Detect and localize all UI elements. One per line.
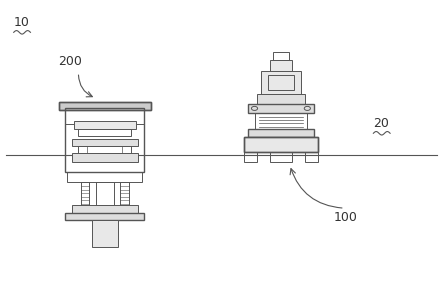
Bar: [273, 52, 289, 60]
Bar: [78, 146, 131, 153]
Bar: [270, 152, 292, 162]
Bar: [255, 113, 307, 129]
Bar: [58, 102, 151, 110]
Bar: [65, 110, 144, 124]
Bar: [96, 182, 114, 205]
Bar: [58, 102, 151, 110]
Bar: [268, 75, 294, 90]
Bar: [244, 137, 319, 152]
Text: 100: 100: [334, 211, 358, 224]
Bar: [261, 71, 301, 94]
Bar: [65, 108, 144, 172]
Bar: [248, 104, 314, 113]
Bar: [256, 94, 305, 104]
Text: 10: 10: [14, 16, 30, 29]
Bar: [78, 129, 131, 136]
Bar: [72, 153, 138, 162]
Bar: [92, 220, 118, 247]
Bar: [65, 213, 144, 220]
Bar: [74, 121, 136, 129]
Bar: [81, 182, 89, 205]
Bar: [244, 152, 256, 162]
Bar: [270, 60, 292, 71]
Bar: [67, 172, 142, 182]
Text: 200: 200: [58, 55, 82, 68]
Text: 20: 20: [373, 117, 389, 130]
Bar: [244, 137, 319, 152]
Bar: [248, 129, 314, 137]
Bar: [120, 182, 129, 205]
Bar: [72, 139, 138, 146]
Bar: [72, 205, 138, 213]
Bar: [305, 152, 319, 162]
